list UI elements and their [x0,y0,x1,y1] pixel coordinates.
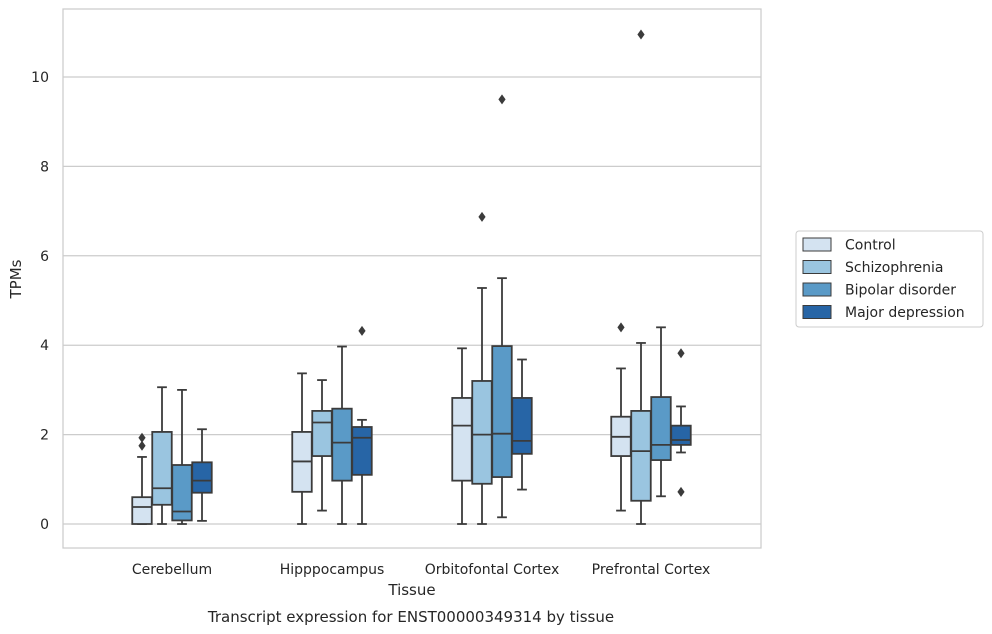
box-series [131,29,692,525]
outlier-point [617,322,625,333]
outlier-point [637,29,645,40]
box-iqr [471,380,493,485]
box-iqr [491,345,513,478]
box-iqr [351,426,373,476]
outlier-point [358,325,366,336]
x-tick-labels: Cerebellum Hipppocampus Orbitofontal Corte… [132,562,710,578]
y-tick-label: 0 [40,517,49,533]
chart-caption: Transcript expression for ENST0000034931… [207,608,614,626]
box-iqr [311,410,333,457]
box-iqr [451,397,473,482]
box-major-depression [670,348,692,497]
x-tick-label: Prefrontal Cortex [592,562,711,578]
x-tick-label: Cerebellum [132,562,212,578]
box-major-depression [511,358,533,491]
box-iqr [191,461,213,494]
box-control [291,372,313,525]
x-tick-label: Hipppocampus [280,562,385,578]
box-iqr [630,410,652,502]
plot-frame [62,8,762,549]
legend-swatch [802,260,832,274]
box-major-depression [191,428,213,522]
box-iqr [670,424,692,446]
y-tick-label: 10 [31,70,49,86]
box-iqr [331,407,353,482]
y-axis-title: TPMs [7,259,25,299]
box-iqr [511,397,533,455]
outlier-point [138,432,146,443]
x-axis-title: Tissue [387,581,435,599]
y-tick-label: 4 [40,338,49,354]
outlier-point [478,211,486,222]
box-major-depression [351,325,373,525]
box-iqr [151,431,173,506]
outlier-point [138,440,146,451]
legend: Control Schizophrenia Bipolar disorder Majo… [795,230,984,328]
y-tick-label: 6 [40,249,49,265]
box-control [610,322,632,512]
legend-frame [795,230,984,328]
legend-label: Bipolar disorder [845,283,956,299]
outlier-point [677,486,685,497]
legend-label: Major depression [845,305,965,321]
box-control [131,432,153,525]
y-tick-labels: 0 2 4 6 8 10 [31,70,49,533]
box-schizophrenia [471,211,493,525]
legend-swatch [802,305,832,319]
box-schizophrenia [151,386,173,525]
y-tick-label: 2 [40,428,49,444]
box-schizophrenia [311,379,333,512]
legend-label: Control [845,238,896,254]
box-bipolar-disorder [491,94,513,519]
box-iqr [131,496,153,525]
box-iqr [650,396,672,461]
y-tick-label: 8 [40,159,49,175]
box-bipolar-disorder [171,388,193,525]
outlier-point [498,94,506,105]
legend-label: Schizophrenia [845,260,943,276]
legend-swatch [802,237,832,252]
outlier-point [677,348,685,359]
x-tick-label: Orbitofontal Cortex [425,562,560,578]
legend-swatch [802,282,832,297]
